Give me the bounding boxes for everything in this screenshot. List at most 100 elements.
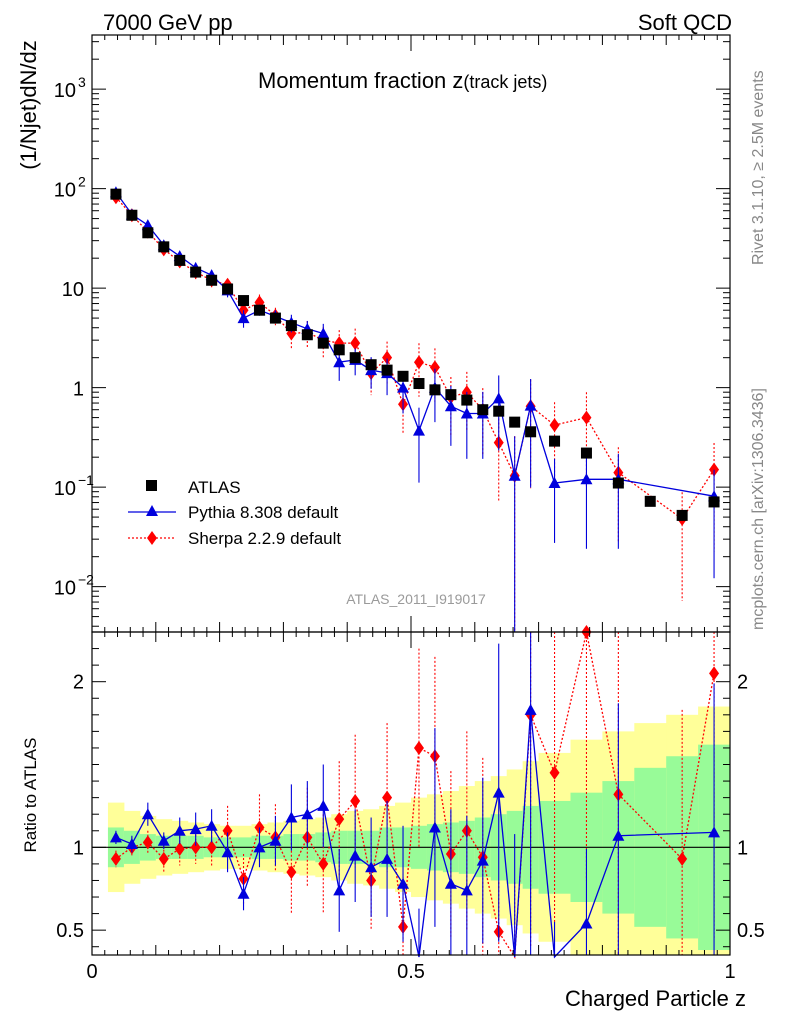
x-tick-label: 0: [86, 961, 97, 983]
main-atlas-point: [238, 295, 250, 307]
main-y-tick-label: 10: [54, 578, 76, 600]
ratio-y-tick-label-left: 1: [73, 837, 84, 859]
main-atlas-point: [612, 477, 624, 489]
main-pythia-point: [548, 477, 561, 489]
ratio-pythia-point: [708, 826, 721, 838]
header-left: 7000 GeV pp: [103, 10, 233, 35]
x-tick-label: 1: [724, 961, 735, 983]
main-atlas-point: [708, 496, 720, 508]
main-series: [109, 186, 721, 632]
legend-atlas-marker: [146, 480, 157, 491]
main-sherpa-point: [581, 410, 592, 425]
main-pythia-point: [580, 473, 593, 485]
ratio-sherpa-point: [334, 812, 345, 827]
main-atlas-point: [317, 337, 329, 349]
ratio-pythia-point: [189, 823, 202, 835]
ratio-sherpa-point: [549, 765, 560, 780]
ratio-pythia-point: [612, 829, 625, 841]
ratio-series: [109, 625, 721, 960]
main-pythia-point: [317, 327, 330, 339]
ratio-sherpa-point: [206, 840, 217, 855]
legend-sherpa-marker: [147, 531, 157, 545]
ratio-sherpa-point: [709, 666, 720, 681]
rivet-version-label: Rivet 3.1.10, ≥ 2.5M events: [750, 70, 767, 265]
legend-pythia-marker: [146, 505, 158, 516]
header-right: Soft QCD: [638, 10, 732, 35]
ratio-sherpa-point: [142, 835, 153, 850]
ratio-y-tick-label-right: 1: [737, 837, 748, 859]
ratio-sherpa-point: [110, 851, 121, 866]
main-atlas-point: [126, 209, 138, 221]
ratio-pythia-point: [444, 877, 457, 889]
main-atlas-point: [413, 378, 425, 390]
x-tick-label: 0.5: [397, 961, 425, 983]
main-atlas-point: [429, 384, 441, 396]
ratio-pythia-point: [269, 834, 282, 846]
ratio-y-tick-label-left: 2: [73, 672, 84, 694]
main-atlas-point: [142, 227, 154, 239]
main-sherpa-point: [382, 350, 393, 365]
main-sherpa-point: [429, 360, 440, 375]
ratio-pythia-point: [221, 846, 234, 858]
main-sherpa-point: [413, 355, 424, 370]
main-pythia-point: [333, 356, 346, 368]
ratio-sherpa-point: [350, 793, 361, 808]
mcplots-label: mcplots.cern.ch [arXiv:1306.3436]: [750, 388, 767, 630]
main-pythia-point: [444, 400, 457, 412]
main-atlas-point: [580, 447, 592, 459]
main-atlas-point: [174, 254, 186, 266]
ratio-pythia-point: [285, 811, 298, 823]
main-y-tick-exponent: 3: [78, 74, 86, 90]
main-atlas-point: [549, 435, 561, 447]
main-atlas-point: [381, 364, 393, 376]
y-axis-label: (1/Njet)dN/dz: [16, 40, 41, 170]
ratio-pythia-point: [349, 849, 362, 861]
main-atlas-point: [525, 426, 537, 438]
ratio-pythia-point: [381, 852, 394, 864]
main-pythia-line: [115, 191, 715, 497]
main-atlas-point: [110, 188, 122, 200]
legend-atlas-label: ATLAS: [188, 478, 241, 497]
main-atlas-point: [477, 404, 489, 416]
main-y-tick-label: 10: [54, 180, 76, 202]
ratio-pythia-point: [173, 824, 186, 836]
main-pythia-point: [492, 392, 505, 404]
main-pythia-point: [460, 407, 473, 419]
main-atlas-point: [285, 320, 297, 332]
main-atlas-point: [206, 274, 218, 286]
ratio-sherpa-point: [382, 790, 393, 805]
main-y-tick-exponent: −1: [78, 472, 94, 488]
main-atlas-point: [461, 394, 473, 406]
ratio-sherpa-point: [158, 851, 169, 866]
main-pythia-point: [397, 381, 410, 393]
main-y-tick-label: 10: [54, 478, 76, 500]
main-atlas-point: [676, 509, 688, 521]
ratio-pythia-point: [237, 887, 250, 899]
main-y-tick-exponent: −2: [78, 572, 94, 588]
ratio-pythia-point: [492, 786, 505, 798]
ratio-y-tick-label-right: 2: [737, 672, 748, 694]
ratio-sherpa-point: [318, 856, 329, 871]
analysis-tag: ATLAS_2011_I919017: [346, 591, 486, 607]
main-atlas-point: [190, 266, 202, 278]
ratio-pythia-point: [476, 854, 489, 866]
ratio-pythia-point: [141, 808, 154, 820]
main-atlas-point: [269, 312, 281, 324]
main-atlas-point: [365, 359, 377, 371]
legend-pythia-label: Pythia 8.308 default: [188, 503, 339, 522]
ratio-pythia-point: [157, 834, 170, 846]
ratio-pythia-point: [301, 808, 314, 820]
ratio-pythia-point: [333, 884, 346, 896]
ratio-sherpa-point: [677, 851, 688, 866]
main-atlas-point: [644, 495, 656, 507]
ratio-pythia-point: [205, 819, 218, 831]
plot-title: Momentum fraction z(track jets): [258, 68, 547, 93]
ratio-pythia-point: [580, 917, 593, 929]
ratio-sherpa-point: [190, 840, 201, 855]
ratio-pythia-point: [397, 877, 410, 889]
legend: ATLAS Pythia 8.308 default Sherpa 2.2.9 …: [128, 478, 341, 548]
ratio-pythia-point: [428, 821, 441, 833]
main-atlas-point: [509, 416, 521, 428]
